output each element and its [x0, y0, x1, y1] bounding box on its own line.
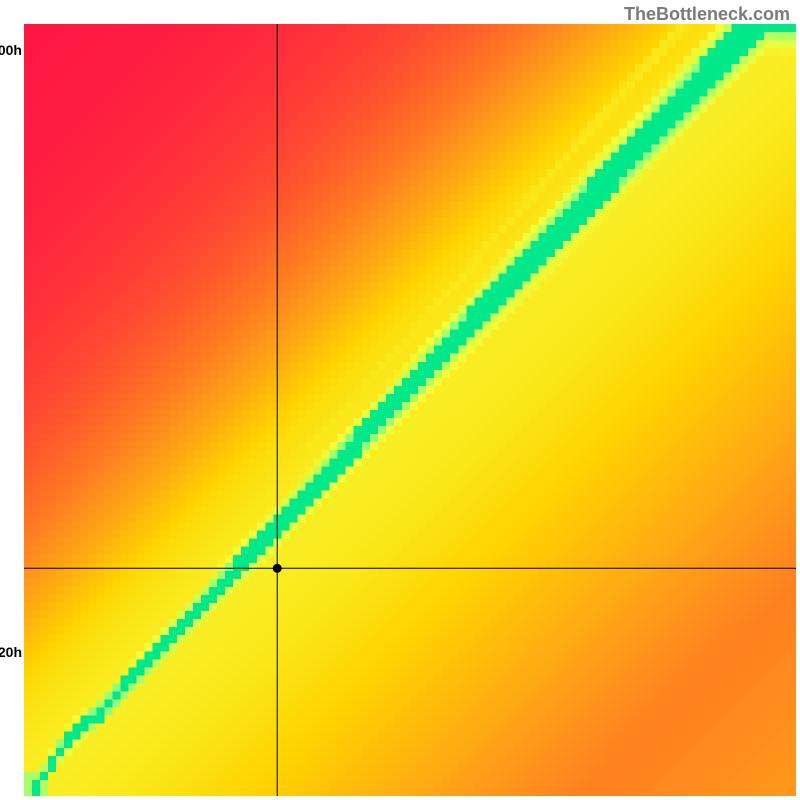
- chart-root: { "canvas": { "width": 800, "height": 80…: [0, 0, 800, 800]
- y-tick-label: 100h: [0, 42, 22, 58]
- y-tick-label: 20h: [0, 644, 22, 660]
- watermark-text: TheBottleneck.com: [624, 4, 790, 25]
- bottleneck-heatmap: [24, 24, 796, 796]
